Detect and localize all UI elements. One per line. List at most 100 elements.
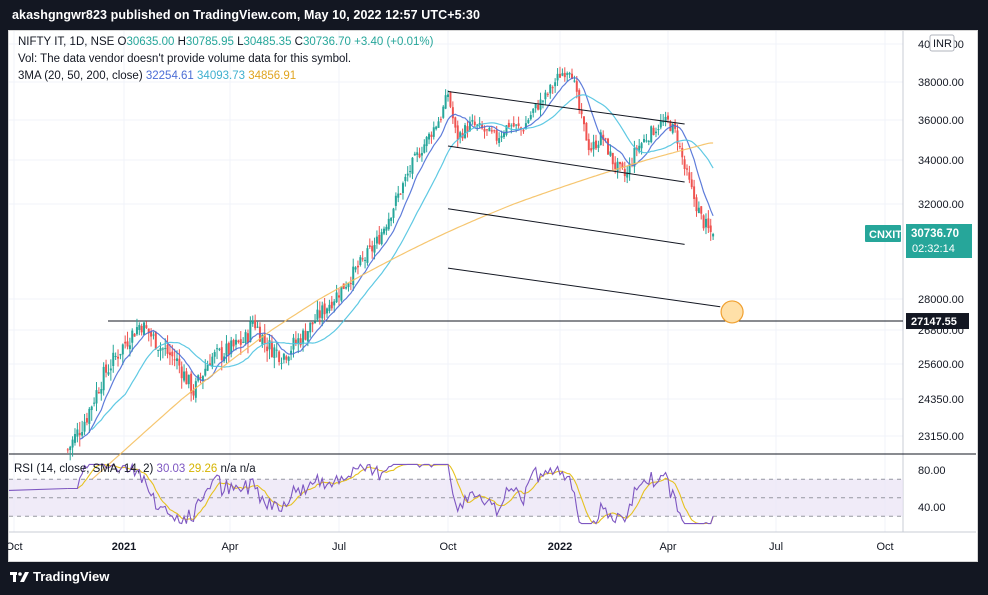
candle-body bbox=[192, 390, 195, 396]
candle-body bbox=[664, 116, 667, 123]
candle-body bbox=[607, 138, 609, 155]
candle-body bbox=[566, 73, 569, 75]
candle-body bbox=[183, 371, 186, 381]
rsi-label[interactable]: RSI (14, close, SMA, 14, 2) bbox=[14, 463, 154, 475]
candle-body bbox=[537, 104, 540, 110]
ma-label[interactable]: 3MA (20, 50, 200, close) bbox=[18, 70, 143, 82]
candle-body bbox=[119, 353, 122, 356]
brand-name[interactable]: TradingView bbox=[33, 569, 110, 584]
countdown-text: 02:32:14 bbox=[912, 243, 955, 255]
chart-frame[interactable] bbox=[8, 30, 978, 562]
candle-body bbox=[678, 146, 681, 148]
candle-body bbox=[306, 331, 309, 342]
symbol-label[interactable]: NIFTY IT, 1D, NSE bbox=[18, 36, 115, 48]
price-tag-bg bbox=[906, 224, 972, 259]
candle-body bbox=[171, 351, 174, 357]
candle-body bbox=[399, 193, 402, 195]
candle-body bbox=[401, 183, 404, 194]
candle-body bbox=[573, 80, 576, 82]
rsi-value: 30.03 bbox=[156, 463, 186, 475]
candle-body bbox=[299, 338, 302, 346]
candle-body bbox=[693, 186, 696, 199]
candle-body bbox=[147, 328, 150, 334]
close-label: C bbox=[294, 36, 303, 48]
candle-body bbox=[444, 95, 447, 109]
candle-body bbox=[411, 157, 414, 174]
candle-body bbox=[529, 115, 532, 120]
candle-body bbox=[273, 347, 276, 358]
candle-body bbox=[418, 153, 421, 158]
candle-body bbox=[157, 349, 160, 351]
candle-body bbox=[587, 139, 590, 151]
candle-body bbox=[683, 159, 686, 170]
candle-body bbox=[512, 123, 515, 127]
candle-body bbox=[290, 350, 293, 355]
candle-body bbox=[97, 392, 100, 394]
volume-note-text: Vol: The data vendor doesn't provide vol… bbox=[18, 53, 352, 65]
candle-body bbox=[397, 193, 400, 198]
candle-body bbox=[459, 132, 462, 138]
high-label: H bbox=[177, 36, 186, 48]
candle-body bbox=[392, 208, 395, 218]
candle-body bbox=[597, 144, 600, 148]
candle-body bbox=[546, 93, 549, 95]
candle-body bbox=[493, 130, 496, 132]
candle-body bbox=[164, 348, 167, 350]
volume-note: Vol: The data vendor doesn't provide vol… bbox=[18, 53, 351, 65]
price-tick-label: 34000.00 bbox=[918, 155, 964, 167]
candle-body bbox=[216, 348, 219, 350]
candle-body bbox=[478, 123, 481, 126]
horizontal-grid bbox=[9, 43, 903, 437]
candle-body bbox=[237, 340, 240, 343]
candle-body bbox=[481, 124, 484, 129]
candle-body bbox=[232, 340, 235, 347]
candle-body bbox=[541, 100, 544, 102]
candle-body bbox=[261, 335, 264, 345]
candle-body bbox=[282, 353, 285, 360]
candle-body bbox=[702, 215, 705, 229]
candle-body bbox=[356, 265, 359, 268]
price-tick-label: 24350.00 bbox=[918, 394, 964, 406]
candle-body bbox=[285, 356, 288, 360]
candle-body bbox=[81, 432, 84, 436]
candle-body bbox=[709, 225, 712, 233]
candle-body bbox=[105, 364, 108, 373]
candle-body bbox=[385, 226, 388, 231]
candle-body bbox=[495, 130, 498, 141]
candle-body bbox=[712, 234, 715, 237]
ma200-value: 34856.91 bbox=[248, 70, 297, 82]
candle-body bbox=[556, 73, 559, 81]
candle-body bbox=[510, 125, 513, 127]
candle-body bbox=[700, 206, 703, 214]
candle-body bbox=[220, 347, 223, 361]
candle-body bbox=[239, 339, 242, 345]
candle-body bbox=[583, 116, 585, 125]
candle-body bbox=[349, 283, 352, 285]
candle-body bbox=[234, 339, 237, 345]
rsi-line bbox=[67, 462, 714, 525]
candle-body bbox=[522, 129, 525, 132]
candle-body bbox=[69, 446, 72, 451]
candle-body bbox=[140, 325, 143, 333]
candle-body bbox=[304, 330, 307, 340]
footer-bar bbox=[0, 562, 988, 595]
candle-body bbox=[466, 126, 469, 133]
level-tag-bg bbox=[906, 313, 969, 330]
ma50-line bbox=[91, 94, 714, 431]
candle-body bbox=[599, 132, 602, 145]
price-tick-label: 23150.00 bbox=[918, 431, 964, 443]
candle-body bbox=[280, 362, 283, 364]
candle-body bbox=[659, 121, 662, 128]
rsi-tick-label: 80.00 bbox=[918, 465, 946, 477]
candle-body bbox=[366, 248, 369, 263]
rsi-tick-label: 40.00 bbox=[918, 502, 946, 514]
candle-body bbox=[73, 434, 76, 443]
candle-body bbox=[90, 406, 93, 411]
candle-body bbox=[551, 87, 554, 89]
open-value: 30635.00 bbox=[126, 36, 175, 48]
candle-body bbox=[503, 133, 505, 138]
candle-body bbox=[109, 368, 112, 371]
publisher-line: akashgngwr823 published on TradingView.c… bbox=[12, 8, 481, 22]
candle-body bbox=[335, 292, 338, 303]
